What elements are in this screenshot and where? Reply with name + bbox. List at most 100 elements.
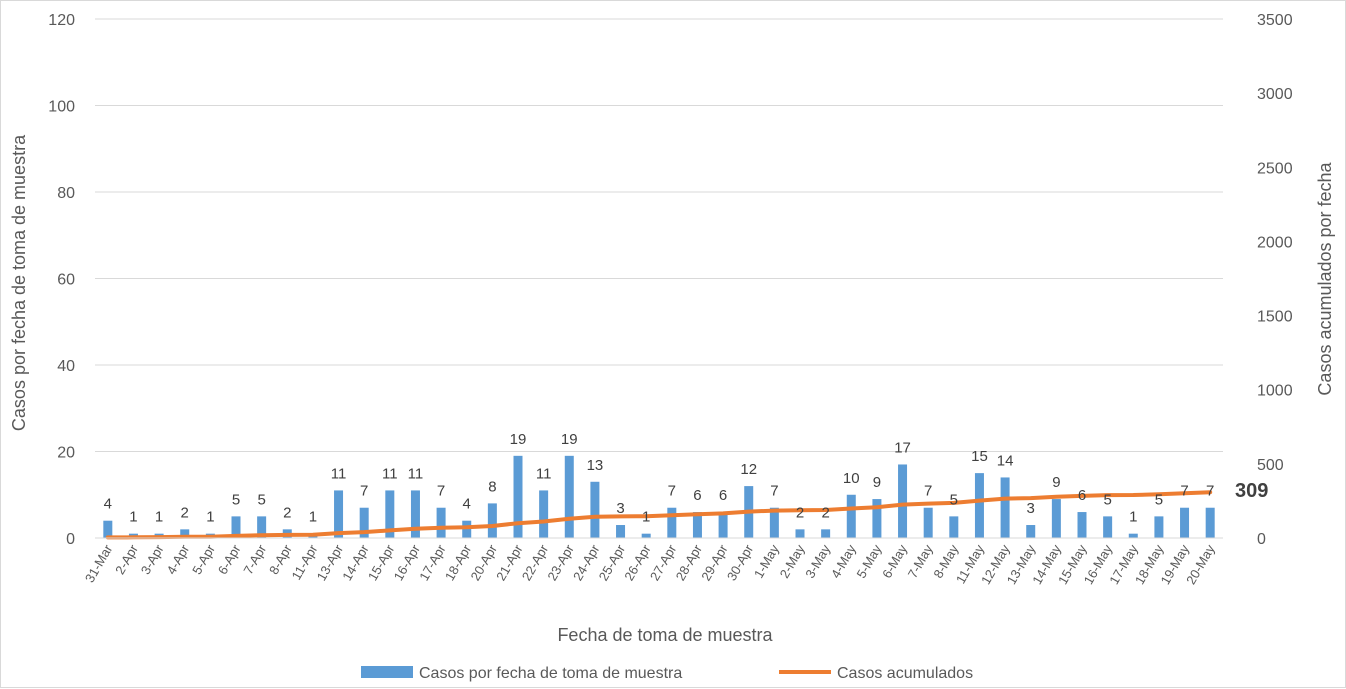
bar-data-label: 1 (155, 509, 163, 526)
bar (667, 507, 677, 538)
bar-data-label: 11 (408, 465, 424, 482)
bar-data-label: 12 (740, 461, 757, 478)
bar (1103, 516, 1113, 538)
line-series (105, 490, 1213, 540)
bar (1128, 533, 1138, 538)
x-tick-label: 2-Apr (112, 541, 141, 577)
bar-data-label: 1 (206, 509, 214, 526)
bar (359, 507, 369, 538)
bar (487, 503, 497, 538)
bar (539, 490, 549, 538)
bar-data-label: 14 (997, 452, 1014, 469)
bar (923, 507, 933, 538)
bar-data-label: 5 (257, 491, 265, 508)
x-tick-label: 3-Apr (138, 541, 167, 577)
bar-data-label: 19 (561, 431, 578, 448)
legend-bar-swatch (361, 666, 413, 678)
bar (385, 490, 395, 538)
y2-tick-label: 500 (1257, 457, 1284, 474)
bar (692, 512, 702, 538)
x-tick-label: 7-Apr (240, 541, 269, 577)
bar-data-label: 2 (181, 504, 189, 521)
bar-data-label: 10 (843, 470, 860, 487)
bar-data-label: 8 (488, 478, 496, 495)
y-tick-label: 120 (48, 12, 75, 29)
bar-data-label: 7 (1206, 483, 1214, 500)
y-tick-label: 40 (57, 358, 75, 375)
bar-data-label: 7 (924, 483, 932, 500)
bar-data-label: 7 (1180, 483, 1188, 500)
bar (257, 516, 267, 538)
bar-data-label: 5 (1155, 491, 1163, 508)
legend-bar-label: Casos por fecha de toma de muestra (419, 665, 682, 682)
bar-data-label: 6 (1078, 487, 1086, 504)
x-tick-label: 5-Apr (189, 541, 218, 577)
bar-data-label: 7 (668, 483, 676, 500)
bar (410, 490, 420, 538)
y-tick-label: 0 (66, 531, 75, 548)
left-axis-ticks: 0 20 40 60 80 100 120 (48, 12, 75, 548)
bar-data-label: 4 (104, 496, 112, 513)
bar-data-label: 4 (463, 496, 471, 513)
bar (641, 533, 651, 538)
gridlines (95, 18, 1223, 452)
bar-data-label: 7 (437, 483, 445, 500)
bar-data-label: 11 (536, 465, 552, 482)
bar (974, 473, 984, 538)
bar (821, 529, 831, 538)
bar-data-label: 6 (693, 487, 701, 504)
bar (1180, 507, 1190, 538)
x-tick-label: 4-Apr (163, 541, 192, 577)
bar (180, 529, 190, 538)
x-tick-label: 30-Apr (724, 541, 757, 583)
y-tick-label: 60 (57, 272, 75, 289)
bar (1154, 516, 1164, 538)
bar-data-label: 5 (232, 491, 240, 508)
bar-data-label: 15 (971, 448, 988, 465)
bar-data-label: 5 (950, 491, 958, 508)
bar-data-label: 3 (616, 500, 624, 517)
y2-tick-label: 2000 (1257, 234, 1293, 251)
y2-tick-label: 3500 (1257, 12, 1293, 29)
y2-tick-label: 0 (1257, 531, 1266, 548)
bar-data-label: 1 (309, 509, 317, 526)
bar (1000, 477, 1010, 538)
bar-data-label: 11 (382, 465, 398, 482)
bar (103, 520, 113, 538)
x-axis-title: Fecha de toma de muestra (557, 625, 773, 645)
bar-data-label: 1 (1129, 509, 1137, 526)
bar (718, 512, 728, 538)
right-axis-ticks: 0 500 1000 1500 2000 2500 3000 3500 (1257, 12, 1293, 548)
bar-data-label: 7 (360, 483, 368, 500)
cumulative-line (105, 490, 1213, 540)
legend: Casos por fecha de toma de muestra Casos… (361, 665, 973, 682)
x-tick-label: 31-Mar (82, 541, 116, 585)
bar (769, 507, 779, 538)
bar-data-label: 11 (331, 465, 347, 482)
bar-data-label: 6 (719, 487, 727, 504)
bar-data-label: 13 (587, 457, 604, 474)
bar-data-label: 3 (1027, 500, 1035, 517)
bar-data-label: 2 (821, 504, 829, 521)
y-tick-label: 100 (48, 99, 75, 116)
y-tick-label: 20 (57, 445, 75, 462)
bar (334, 490, 344, 538)
bar (872, 499, 882, 538)
x-tick-label: 6-Apr (215, 541, 244, 577)
bar (513, 455, 523, 538)
y2-tick-label: 1000 (1257, 383, 1293, 400)
bar (1026, 525, 1036, 538)
bar-data-label: 5 (1103, 491, 1111, 508)
bar-series (103, 455, 1215, 538)
y-tick-label: 80 (57, 185, 75, 202)
bar-data-label: 9 (1052, 474, 1060, 491)
bar (436, 507, 446, 538)
bar (846, 494, 856, 538)
bar (590, 481, 600, 538)
bar (462, 520, 472, 538)
y-axis-title: Casos por fecha de toma de muestra (9, 134, 29, 431)
bar-data-label: 2 (796, 504, 804, 521)
bar-data-label: 19 (510, 431, 527, 448)
